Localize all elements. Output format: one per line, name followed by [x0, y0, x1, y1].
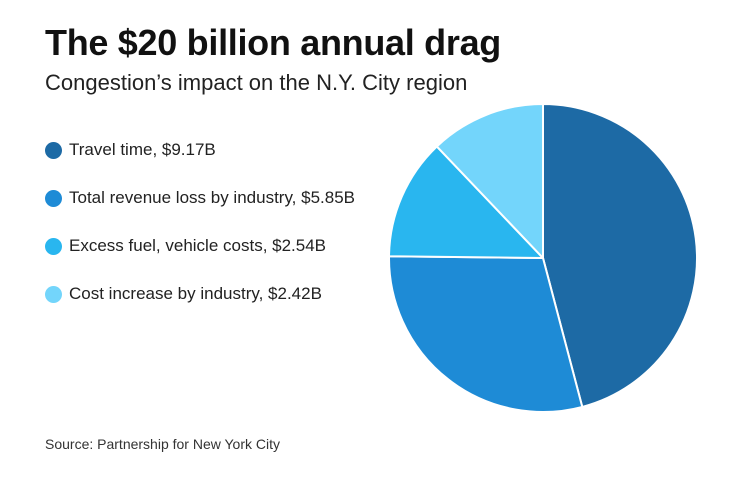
legend-swatch-excess-fuel [45, 237, 62, 255]
legend: Travel time, $9.17B Total revenue loss b… [45, 126, 355, 318]
legend-label-excess-fuel: Excess fuel, vehicle costs, $2.54B [69, 236, 327, 255]
chart-subtitle: Congestion’s impact on the N.Y. City reg… [45, 70, 468, 95]
pie-slice-revenue-loss [388, 255, 584, 413]
source-note: Source: Partnership for New York City [45, 436, 280, 452]
pie-slice-cost-increase [435, 103, 544, 259]
legend-item-travel-time: Travel time, $9.17B [45, 126, 355, 174]
pie-slice-travel-time [542, 103, 698, 408]
legend-swatch-cost-increase [45, 285, 62, 303]
legend-label-cost-increase: Cost increase by industry, $2.42B [69, 284, 322, 303]
legend-item-cost-increase: Cost increase by industry, $2.42B [45, 270, 355, 318]
legend-label-revenue-loss: Total revenue loss by industry, $5.85B [69, 188, 356, 207]
legend-item-excess-fuel: Excess fuel, vehicle costs, $2.54B [45, 222, 355, 270]
legend-swatch-travel-time [45, 141, 62, 159]
legend-label-travel-time: Travel time, $9.17B [69, 140, 216, 159]
pie-slice-excess-fuel [388, 145, 544, 259]
legend-item-revenue-loss: Total revenue loss by industry, $5.85B [45, 174, 355, 222]
chart-title: The $20 billion annual drag [45, 22, 501, 63]
legend-swatch-revenue-loss [45, 189, 62, 207]
